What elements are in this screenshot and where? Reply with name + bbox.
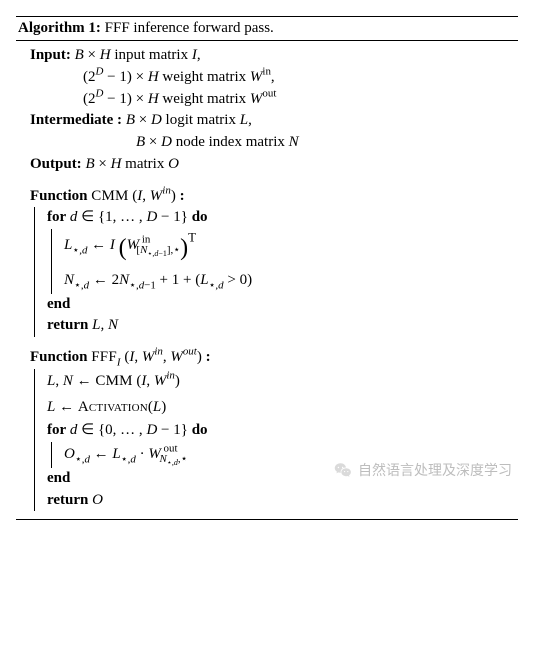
cmm-eq-2: N⋆,d ← 2N⋆,d−1 + 1 + (L⋆,d > 0) — [64, 268, 516, 294]
fff-inner-bar — [51, 442, 52, 468]
input-line-2: (2D − 1) × H weight matrix Win, — [30, 67, 516, 89]
function-cmm: Function CMM (I, Win) : for d ∈ {1, … , … — [30, 186, 516, 338]
intermediate-line-1: Intermediate : B × D logit matrix L, — [30, 110, 516, 132]
output-block: Output: B × H matrix O — [30, 154, 516, 176]
function-fff-header: Function FFFI (I, Win, Wout) : — [30, 347, 516, 369]
fff-for-header: for d ∈ {0, … , D − 1} do — [47, 420, 516, 442]
algorithm-title-line: Algorithm 1: FFF inference forward pass. — [16, 17, 518, 40]
fff-return: return O — [47, 490, 516, 512]
cmm-for-header: for d ∈ {1, … , D − 1} do — [47, 207, 516, 229]
fff-end: end — [47, 468, 516, 490]
cmm-outer-bar — [34, 207, 35, 337]
cmm-body: for d ∈ {1, … , D − 1} do L⋆,d ← I (W in… — [34, 207, 516, 337]
function-fff: Function FFFI (I, Win, Wout) : L, N ← CM… — [30, 347, 516, 511]
input-label: Input: — [30, 47, 71, 63]
output-label: Output: — [30, 156, 82, 172]
fff-body: L, N ← CMM (I, Win) L ← Activation(L) fo… — [34, 369, 516, 512]
algorithm-block: Algorithm 1: FFF inference forward pass.… — [16, 16, 518, 520]
function-cmm-header: Function CMM (I, Win) : — [30, 186, 516, 208]
input-line-1: Input: B × H input matrix I, — [30, 45, 516, 67]
intermediate-line-2: B × D node index matrix N — [30, 132, 516, 154]
algorithm-title: FFF inference forward pass. — [105, 20, 274, 36]
intermediate-label: Intermediate : — [30, 112, 122, 128]
intermediate-block: Intermediate : B × D logit matrix L, B ×… — [30, 110, 516, 154]
input-block: Input: B × H input matrix I, (2D − 1) × … — [30, 45, 516, 110]
fff-line-2: L ← Activation(L) — [47, 395, 516, 421]
algorithm-body: Input: B × H input matrix I, (2D − 1) × … — [16, 41, 518, 519]
fff-outer-bar — [34, 369, 35, 512]
algorithm-number: Algorithm 1: — [18, 20, 101, 36]
fff-for-body: O⋆,d ← L⋆,d · W outN⋆,d,⋆ — [51, 442, 516, 468]
cmm-eq-1: L⋆,d ← I (W in[N⋆,d−1],⋆)T — [64, 229, 516, 268]
cmm-return: return L, N — [47, 315, 516, 337]
input-line-3: (2D − 1) × H weight matrix Wout — [30, 89, 516, 111]
cmm-inner-bar — [51, 229, 52, 294]
fff-eq-1: O⋆,d ← L⋆,d · W outN⋆,d,⋆ — [64, 442, 516, 468]
bottom-rule — [16, 519, 518, 520]
cmm-for-body: L⋆,d ← I (W in[N⋆,d−1],⋆)T N⋆,d ← 2N⋆,d−… — [51, 229, 516, 294]
fff-line-1: L, N ← CMM (I, Win) — [47, 369, 516, 395]
cmm-end: end — [47, 294, 516, 316]
